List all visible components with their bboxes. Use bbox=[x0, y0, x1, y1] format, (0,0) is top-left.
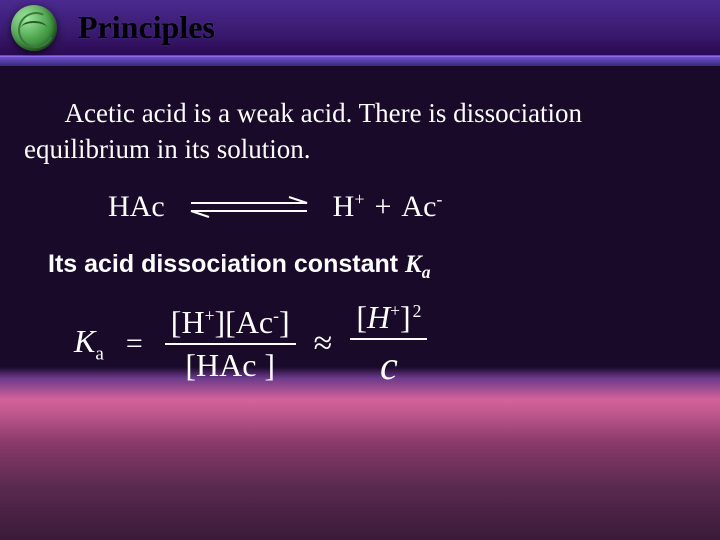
ka-K: Ka bbox=[74, 323, 104, 365]
ka-K-sub: a bbox=[95, 343, 104, 364]
f1-r: ] bbox=[279, 304, 290, 340]
header-band: Principles bbox=[0, 0, 720, 56]
slide-title: Principles bbox=[78, 9, 215, 46]
ka-fraction-2: [H+]2 c bbox=[350, 299, 427, 389]
f1-mid: ][Ac bbox=[215, 304, 274, 340]
logo-wrap bbox=[0, 0, 68, 56]
header-accent-line bbox=[0, 56, 720, 66]
f1-l: [H bbox=[171, 304, 205, 340]
approx-sign: ≈ bbox=[314, 325, 333, 363]
eq-plus: + bbox=[374, 190, 391, 224]
f2-rb: ] bbox=[400, 299, 411, 335]
f2-sup: + bbox=[390, 301, 400, 321]
eq-h-charge: + bbox=[354, 189, 364, 209]
ka-fraction-1: [H+][Ac-] [HAc ] bbox=[165, 304, 296, 384]
eq-ac-symbol: Ac bbox=[401, 190, 436, 223]
ka-equation: Ka = [H+][Ac-] [HAc ] ≈ [H+]2 c bbox=[24, 299, 692, 389]
ka-frac2-num: [H+]2 bbox=[350, 299, 427, 336]
eq-rhs: H+ + Ac- bbox=[333, 189, 443, 224]
f1-bar bbox=[165, 343, 296, 345]
f2-pow: 2 bbox=[413, 301, 422, 321]
ka-symbol: K bbox=[405, 251, 422, 278]
ka-subscript: a bbox=[422, 262, 431, 282]
equals-sign: = bbox=[122, 327, 147, 361]
dissociation-equation: HAc H+ + Ac- bbox=[24, 189, 692, 224]
logo-icon bbox=[11, 5, 57, 51]
f1-lsup: + bbox=[205, 306, 215, 326]
ka-frac2-den: c bbox=[374, 342, 404, 389]
equilibrium-arrow-icon bbox=[189, 193, 309, 221]
eq-h-symbol: H bbox=[333, 190, 355, 223]
eq-ac-charge: - bbox=[436, 189, 442, 209]
ka-frac1-num: [H+][Ac-] bbox=[165, 304, 296, 341]
ka-label-line: Its acid dissociation constant Ka bbox=[24, 250, 692, 283]
intro-paragraph: Acetic acid is a weak acid. There is dis… bbox=[24, 96, 692, 167]
f2-lb: [ bbox=[356, 299, 367, 335]
slide-content: Acetic acid is a weak acid. There is dis… bbox=[0, 78, 720, 540]
ka-label-prefix: Its acid dissociation constant bbox=[48, 250, 405, 278]
eq-ac-minus: Ac- bbox=[401, 189, 442, 224]
ka-K-letter: K bbox=[74, 323, 95, 359]
f2-bar bbox=[350, 338, 427, 340]
eq-lhs: HAc bbox=[108, 190, 165, 224]
ka-frac1-den: [HAc ] bbox=[179, 347, 281, 384]
f2-H: H bbox=[367, 299, 390, 335]
eq-h-plus: H+ bbox=[333, 189, 365, 224]
